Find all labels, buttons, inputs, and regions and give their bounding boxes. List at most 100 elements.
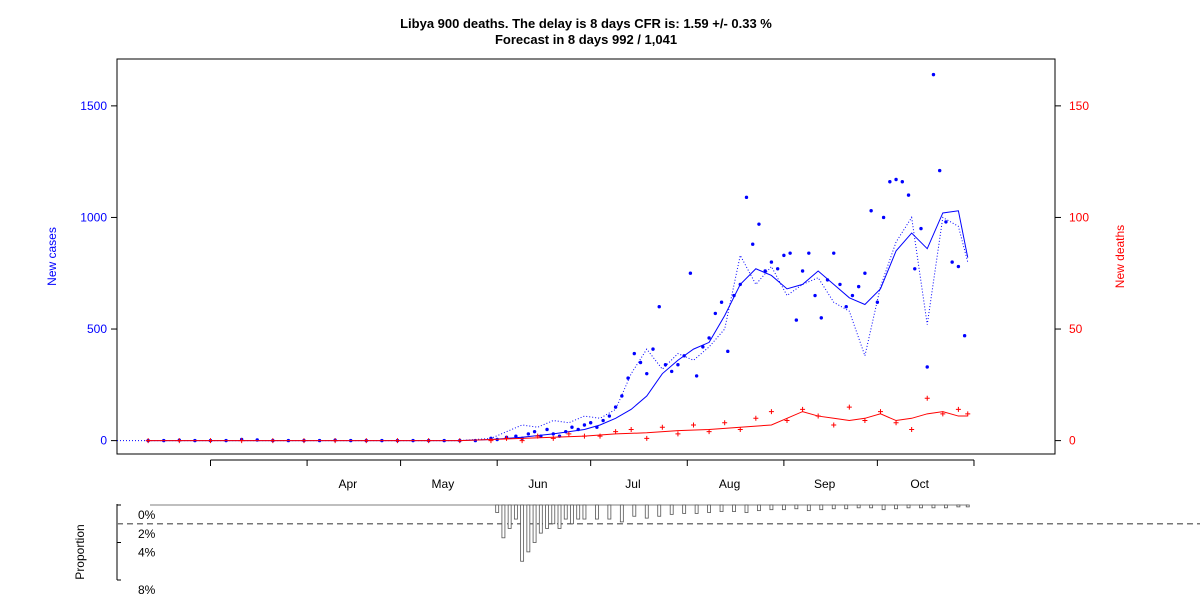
case-point: [932, 73, 935, 76]
death-point: [660, 425, 665, 430]
case-point: [757, 222, 760, 225]
proportion-bar: [720, 505, 723, 512]
death-point: [644, 436, 649, 441]
case-point: [919, 227, 922, 230]
death-point: [691, 422, 696, 427]
proportion-bar: [782, 505, 785, 510]
case-point: [851, 294, 854, 297]
case-point: [788, 251, 791, 254]
case-point: [626, 376, 629, 379]
proportion-bar: [658, 505, 661, 516]
proportion-bar: [583, 505, 586, 519]
case-point: [695, 374, 698, 377]
proportion-bar: [807, 505, 810, 511]
y-axis-label-left: New cases: [45, 227, 59, 286]
x-tick-label: May: [432, 477, 455, 491]
death-point: [675, 431, 680, 436]
proportion-bar: [683, 505, 686, 513]
case-point: [256, 438, 259, 441]
case-point: [676, 363, 679, 366]
proportion-bar: [957, 505, 960, 507]
y-tick-label-left: 0: [100, 434, 107, 448]
proportion-bar: [558, 505, 561, 528]
x-tick-label: Apr: [338, 477, 357, 491]
case-point: [545, 428, 548, 431]
proportion-bar: [564, 505, 567, 519]
proportion-bar: [795, 505, 798, 509]
proportion-bar: [496, 505, 499, 513]
case-point: [888, 180, 891, 183]
case-point: [926, 365, 929, 368]
case-point: [614, 405, 617, 408]
case-point: [533, 430, 536, 433]
x-tick-label: Oct: [910, 477, 929, 491]
y-tick-label-left: 1500: [80, 99, 107, 113]
case-point: [776, 267, 779, 270]
proportion-bar: [857, 505, 860, 508]
case-point: [832, 251, 835, 254]
case-point: [583, 423, 586, 426]
death-point: [598, 434, 603, 439]
proportion-tick-label: 8%: [138, 583, 156, 597]
proportion-bar: [595, 505, 598, 519]
y-tick-label-right: 150: [1069, 99, 1089, 113]
case-point: [608, 414, 611, 417]
proportion-bar: [633, 505, 636, 516]
x-tick-label: Jul: [625, 477, 640, 491]
case-point: [963, 334, 966, 337]
case-point: [957, 265, 960, 268]
proportion-tick-label: 2%: [138, 527, 156, 541]
proportion-bar: [845, 505, 848, 509]
case-point: [795, 318, 798, 321]
y-tick-label-right: 0: [1069, 434, 1076, 448]
proportion-bar: [508, 505, 511, 528]
case-point: [782, 254, 785, 257]
case-point: [658, 305, 661, 308]
case-point: [601, 419, 604, 422]
proportion-bar: [502, 505, 505, 538]
proportion-bar: [546, 505, 549, 528]
y-tick-label-right: 100: [1069, 210, 1089, 224]
proportion-bar: [832, 505, 835, 509]
case-point: [820, 316, 823, 319]
death-point: [847, 405, 852, 410]
case-point: [751, 243, 754, 246]
x-tick-label: Sep: [814, 477, 836, 491]
y-tick-label-right: 50: [1069, 322, 1083, 336]
proportion-bar: [527, 505, 530, 552]
case-point: [720, 301, 723, 304]
proportion-axis-label: Proportion: [73, 524, 87, 579]
proportion-bar: [620, 505, 623, 522]
proportion-bar: [920, 505, 923, 508]
case-point: [950, 260, 953, 263]
case-point: [801, 269, 804, 272]
plot-frame: [117, 59, 1055, 454]
proportion-bar: [539, 505, 542, 533]
case-point: [944, 220, 947, 223]
death-point: [551, 436, 556, 441]
case-point: [714, 312, 717, 315]
death-point: [769, 409, 774, 414]
case-point: [813, 294, 816, 297]
proportion-bar: [552, 505, 555, 524]
death-point: [753, 416, 758, 421]
proportion-bar: [608, 505, 611, 519]
proportion-bar: [745, 505, 748, 513]
proportion-bar: [944, 505, 947, 508]
death-point: [831, 422, 836, 427]
y-tick-label-left: 1000: [80, 210, 107, 224]
proportion-bar: [966, 505, 969, 507]
case-point: [845, 305, 848, 308]
case-point: [894, 178, 897, 181]
case-point: [857, 285, 860, 288]
proportion-bar: [932, 505, 935, 508]
case-point: [689, 272, 692, 275]
proportion-tick-label: 4%: [138, 546, 156, 560]
chart-subtitle: Forecast in 8 days 992 / 1,041: [495, 32, 677, 47]
case-point: [882, 216, 885, 219]
proportion-tick-label: 0%: [138, 508, 156, 522]
death-point: [488, 438, 493, 443]
death-point: [629, 427, 634, 432]
proportion-bar: [514, 505, 517, 519]
